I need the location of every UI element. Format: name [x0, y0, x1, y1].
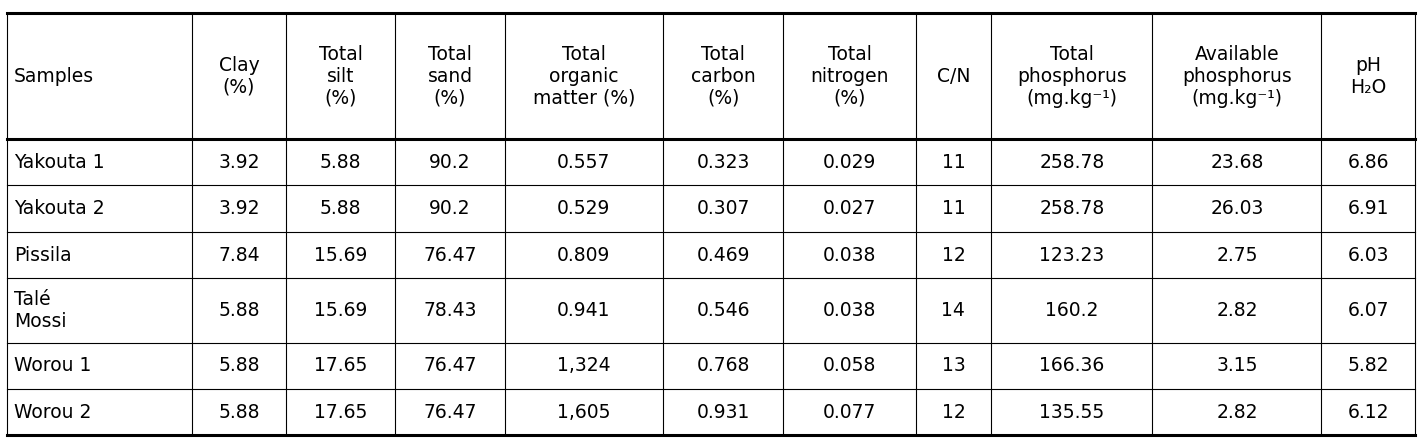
Text: 0.469: 0.469 [697, 245, 749, 264]
Text: Total
nitrogen
(%): Total nitrogen (%) [811, 45, 889, 108]
Text: Talé
Mossi: Talé Mossi [14, 290, 67, 331]
Text: 5.88: 5.88 [219, 301, 260, 320]
Text: 0.546: 0.546 [697, 301, 749, 320]
Text: 3.92: 3.92 [219, 152, 260, 171]
Text: 1,605: 1,605 [557, 403, 610, 422]
Text: 5.88: 5.88 [219, 356, 260, 375]
Text: Total
phosphorus
(mg.kg⁻¹): Total phosphorus (mg.kg⁻¹) [1017, 45, 1126, 108]
Text: 7.84: 7.84 [218, 245, 260, 264]
Text: 6.03: 6.03 [1348, 245, 1389, 264]
Text: 6.86: 6.86 [1348, 152, 1389, 171]
Text: 166.36: 166.36 [1039, 356, 1105, 375]
Text: Samples: Samples [14, 67, 94, 86]
Text: 0.323: 0.323 [697, 152, 749, 171]
Text: Total
sand
(%): Total sand (%) [428, 45, 472, 108]
Text: 76.47: 76.47 [424, 356, 476, 375]
Text: 0.529: 0.529 [557, 199, 610, 218]
Text: 0.941: 0.941 [557, 301, 610, 320]
Text: 258.78: 258.78 [1039, 199, 1105, 218]
Text: 12: 12 [941, 245, 966, 264]
Text: 3.15: 3.15 [1216, 356, 1257, 375]
Text: 2.75: 2.75 [1216, 245, 1257, 264]
Text: Total
carbon
(%): Total carbon (%) [691, 45, 755, 108]
Text: Total
organic
matter (%): Total organic matter (%) [533, 45, 636, 108]
Text: 6.91: 6.91 [1348, 199, 1389, 218]
Text: Total
silt
(%): Total silt (%) [319, 45, 363, 108]
Text: 17.65: 17.65 [314, 356, 367, 375]
Text: 123.23: 123.23 [1039, 245, 1105, 264]
Text: 0.029: 0.029 [823, 152, 876, 171]
Text: 11: 11 [941, 152, 966, 171]
Text: 0.027: 0.027 [823, 199, 876, 218]
Text: Worou 2: Worou 2 [14, 403, 91, 422]
Text: 6.07: 6.07 [1348, 301, 1389, 320]
Text: Pissila: Pissila [14, 245, 73, 264]
Text: pH
H₂O: pH H₂O [1349, 56, 1386, 97]
Text: 90.2: 90.2 [429, 152, 471, 171]
Text: 0.038: 0.038 [823, 245, 876, 264]
Text: 15.69: 15.69 [314, 245, 367, 264]
Text: Available
phosphorus
(mg.kg⁻¹): Available phosphorus (mg.kg⁻¹) [1182, 45, 1291, 108]
Text: 13: 13 [941, 356, 966, 375]
Text: 26.03: 26.03 [1210, 199, 1264, 218]
Text: 0.931: 0.931 [697, 403, 749, 422]
Text: 0.768: 0.768 [697, 356, 749, 375]
Text: Worou 1: Worou 1 [14, 356, 91, 375]
Text: 17.65: 17.65 [314, 403, 367, 422]
Text: 2.82: 2.82 [1216, 403, 1257, 422]
Text: 0.038: 0.038 [823, 301, 876, 320]
Text: 76.47: 76.47 [424, 245, 476, 264]
Text: 5.88: 5.88 [219, 403, 260, 422]
Text: 76.47: 76.47 [424, 403, 476, 422]
Text: 135.55: 135.55 [1039, 403, 1105, 422]
Text: 15.69: 15.69 [314, 301, 367, 320]
Text: 5.82: 5.82 [1348, 356, 1389, 375]
Text: 12: 12 [941, 403, 966, 422]
Text: 2.82: 2.82 [1216, 301, 1257, 320]
Text: 0.557: 0.557 [557, 152, 610, 171]
Text: 258.78: 258.78 [1039, 152, 1105, 171]
Text: 23.68: 23.68 [1210, 152, 1264, 171]
Text: Clay
(%): Clay (%) [219, 56, 259, 97]
Text: 14: 14 [941, 301, 966, 320]
Text: 0.307: 0.307 [697, 199, 749, 218]
Text: 90.2: 90.2 [429, 199, 471, 218]
Text: 5.88: 5.88 [320, 152, 361, 171]
Text: 0.809: 0.809 [557, 245, 610, 264]
Text: 0.058: 0.058 [823, 356, 876, 375]
Text: C/N: C/N [937, 67, 970, 86]
Text: 160.2: 160.2 [1045, 301, 1098, 320]
Text: 0.077: 0.077 [823, 403, 876, 422]
Text: Yakouta 2: Yakouta 2 [14, 199, 105, 218]
Text: 78.43: 78.43 [424, 301, 476, 320]
Text: 5.88: 5.88 [320, 199, 361, 218]
Text: 1,324: 1,324 [557, 356, 610, 375]
Text: 6.12: 6.12 [1348, 403, 1389, 422]
Text: 11: 11 [941, 199, 966, 218]
Text: 3.92: 3.92 [219, 199, 260, 218]
Text: Yakouta 1: Yakouta 1 [14, 152, 105, 171]
